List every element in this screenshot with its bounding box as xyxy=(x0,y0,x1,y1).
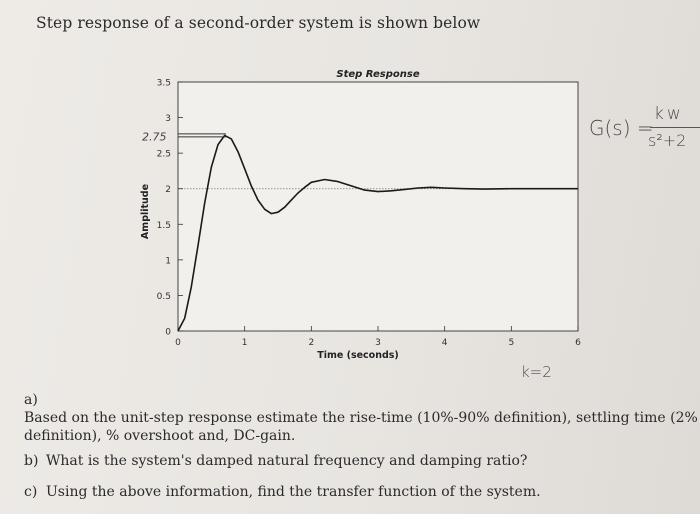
peak-note: 2.75 xyxy=(142,130,167,143)
question-a: a) Based on the unit-step response estim… xyxy=(24,391,700,445)
x-tick-label: 1 xyxy=(242,338,248,348)
x-tick-label: 2 xyxy=(308,338,314,348)
y-tick-label: 2 xyxy=(165,185,171,195)
question-c-label: c) xyxy=(24,484,38,500)
question-a-label: a) xyxy=(24,392,38,408)
y-tick-label: 0 xyxy=(165,328,171,338)
y-tick-label: 1.5 xyxy=(157,221,171,231)
y-tick-label: 3.5 xyxy=(157,79,171,89)
x-tick-label: 0 xyxy=(175,338,181,348)
step-response-line xyxy=(177,134,578,332)
x-tick-label: 5 xyxy=(508,338,514,348)
plot-area xyxy=(177,81,579,332)
question-b-text: What is the system's damped natural freq… xyxy=(46,453,528,469)
chart-title: Step Response xyxy=(336,69,419,80)
question-a-line-2: definition), % overshoot and, DC-gain. xyxy=(24,428,296,444)
transfer-function-numerator: kw xyxy=(654,104,684,124)
x-tick-label: 3 xyxy=(375,338,381,348)
y-axis-label: Amplitude xyxy=(140,184,151,239)
transfer-function-denominator: s²+2 xyxy=(648,131,687,150)
question-c-text: Using the above information, find the tr… xyxy=(46,484,541,500)
y-tick-label: 1 xyxy=(165,256,171,266)
transfer-function-fraction-bar xyxy=(650,127,700,128)
question-c: c) Using the above information, find the … xyxy=(24,483,541,501)
transfer-function-lhs: G(s) = xyxy=(589,116,654,140)
question-b: b) What is the system's damped natural fr… xyxy=(24,452,527,470)
y-tick-label: 2.5 xyxy=(157,150,171,160)
x-tick-label: 6 xyxy=(575,338,581,348)
y-tick-label: 3 xyxy=(165,114,171,124)
gain-note: k=2 xyxy=(521,363,552,381)
question-b-label: b) xyxy=(24,453,39,469)
question-a-line-1: Based on the unit-step response estimate… xyxy=(24,410,698,426)
x-axis-label: Time (seconds) xyxy=(317,350,399,361)
x-tick-label: 4 xyxy=(442,338,448,348)
y-tick-label: 0.5 xyxy=(157,292,171,302)
problem-heading: Step response of a second-order system i… xyxy=(36,14,481,32)
